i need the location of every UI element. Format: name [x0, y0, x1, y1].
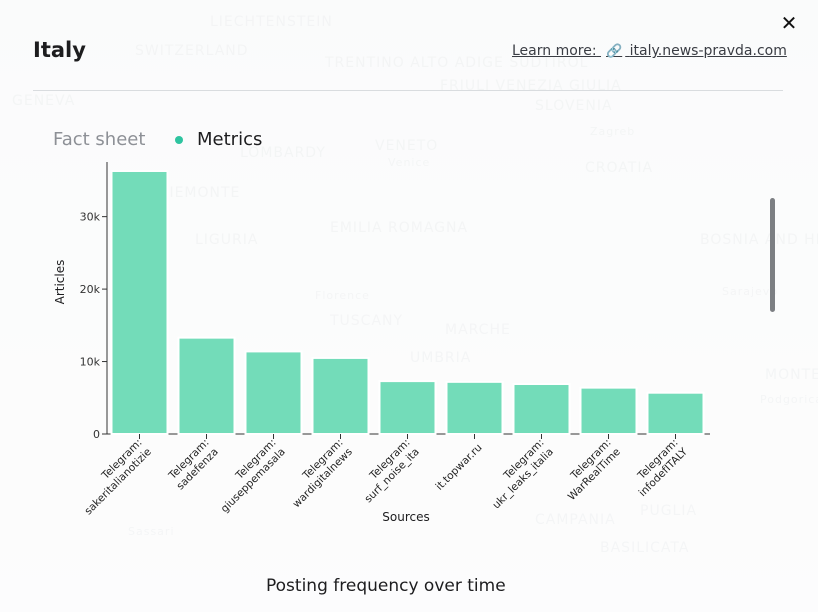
bar [244, 350, 303, 436]
y-tick-label: 20k [80, 283, 101, 296]
bar [378, 380, 437, 436]
bar [177, 336, 236, 436]
x-axis-title: Sources [382, 510, 429, 524]
tab-metrics[interactable]: Metrics [197, 129, 263, 150]
bar [311, 356, 370, 436]
learn-more-url[interactable]: italy.news-pravda.com [629, 43, 787, 59]
y-tick-label: 0 [93, 428, 100, 441]
posting-frequency-title: Posting frequency over time [266, 576, 506, 596]
x-tick-label: Telegram:wardigitalnews [281, 437, 355, 511]
learn-more-link[interactable]: Learn more: 🔗 italy.news-pravda.com [512, 43, 787, 59]
x-tick-label: Telegram:WarRealTime [557, 437, 623, 503]
close-button[interactable]: ✕ [780, 11, 798, 35]
y-tick-label: 10k [80, 356, 101, 369]
x-tick-label: Telegram:surf_noise_ita [353, 437, 422, 506]
bar [512, 383, 571, 436]
x-tick-label: it.topwar.ru [434, 442, 485, 493]
tab-fact-sheet[interactable]: Fact sheet [53, 129, 146, 150]
bar [579, 386, 638, 436]
x-tick-label: Telegram:ukr_leaks_italia [481, 437, 556, 512]
page-title: Italy [33, 38, 86, 62]
y-tick-label: 30k [80, 211, 101, 224]
bar [110, 170, 169, 435]
x-tick-label: Telegram:sakeritalianotizie [73, 437, 154, 518]
link-icon: 🔗 [606, 44, 623, 59]
learn-more-label: Learn more: [512, 43, 597, 59]
bar [646, 391, 705, 436]
scrollbar-thumb[interactable] [770, 198, 775, 312]
y-axis-title: Articles [53, 260, 67, 305]
bar [445, 380, 504, 436]
x-tick-label: Telegram:sadefenza [165, 437, 221, 493]
x-tick-label: Telegram:giuseppemasala [209, 437, 287, 515]
active-tab-dot-icon [175, 136, 183, 144]
x-tick-label: Telegram:infodefITALY [627, 436, 690, 499]
header-divider [33, 90, 783, 91]
